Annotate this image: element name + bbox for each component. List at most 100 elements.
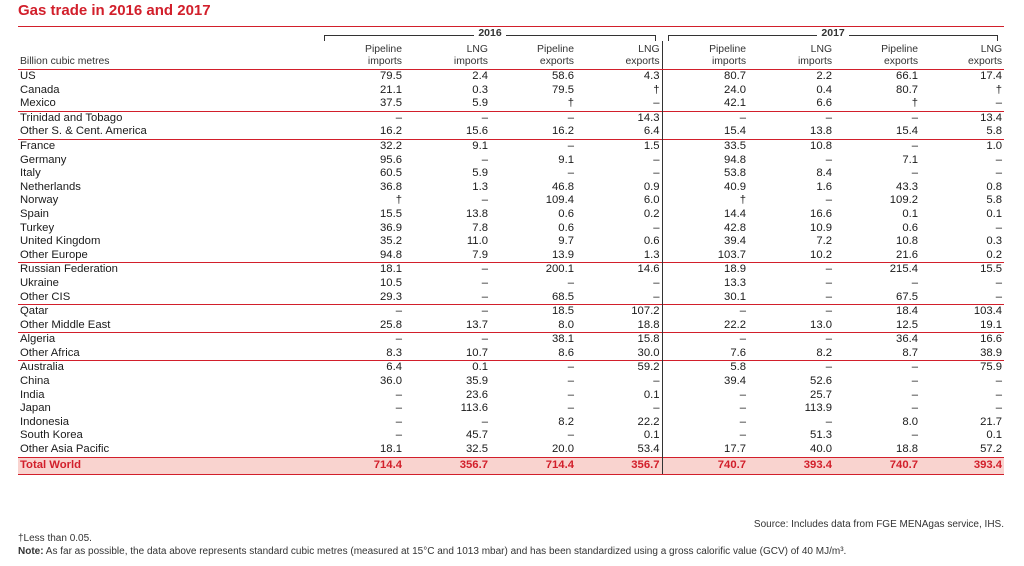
table-cell: 24.0 [724,83,747,96]
table-cell: 10.8 [748,138,835,154]
year-header-2016: 2016 [318,27,662,41]
table-cell: – [748,332,835,347]
table-cell: 16.2 [552,125,574,138]
table-cell: 8.0 [558,318,574,331]
table-cell: 6.6 [816,97,833,110]
table-cell: – [481,290,488,303]
table-cell: 15.8 [576,332,663,347]
row-label: Other CIS [20,290,71,303]
table-cell: – [318,304,404,319]
table-cell: 12.5 [896,318,919,331]
column-header-line2: exports [883,55,919,67]
table-cell: 1.3 [472,180,488,193]
row-label: Qatar [18,304,318,319]
table-cell: 42.1 [724,97,747,110]
table-cell: – [490,360,576,376]
table-cell: 80.7 [896,83,919,96]
table-cell: 0.6 [902,221,919,234]
table-cell: † [739,194,747,207]
table-cell: † [567,97,574,110]
table-cell: – [995,276,1003,289]
column-header-line1: LNG [466,44,488,55]
table-row: Turkey 36.9 7.8 0.6–42.8 10.9 0.6– [18,221,1004,236]
table-cell: – [995,388,1003,401]
table-cell: 51.3 [810,429,833,442]
note: Note: As far as possible, the data above… [18,546,846,557]
table-cell: – [395,429,402,442]
table-cell: – [748,304,835,319]
table-row: Other S. & Cent. America 16.2 15.6 16.2 6.4 1… [18,125,1004,140]
table-cell: – [834,110,921,126]
table-cell: 215.4 [834,262,921,277]
table-cell: – [576,167,663,181]
table-cell: – [567,388,574,401]
table-row: China 36.0 35.9– –39.4 52.6– – [18,375,1004,389]
table-cell: – [395,388,402,401]
table-cell: 52.6 [810,375,833,388]
table-cell: 1.5 [576,138,663,154]
row-label: Japan [20,402,51,415]
table-cell: – [576,97,663,112]
table-cell: – [825,415,833,428]
row-label: Norway [20,194,59,207]
table-cell: – [404,110,490,126]
table-cell: 10.2 [810,248,833,261]
table-cell: 15.5 [920,262,1005,277]
table-cell: 13.0 [810,318,833,331]
table-cell: 0.1 [576,429,663,444]
table-cell: 113.9 [804,402,833,415]
table-row: Other Asia Pacific 18.1 32.5 20.0 53.4 17.7 40… [18,443,1004,458]
table-cell: 0.9 [576,180,663,195]
row-label: Other S. & Cent. America [20,125,147,138]
table-cell: 16.6 [920,332,1005,347]
table-cell: 17.7 [724,443,747,456]
table-cell: – [911,388,919,401]
table-cell: 13.3 [724,276,747,289]
table-cell: – [395,415,402,428]
table-cell: 109.4 [545,194,574,207]
column-header-line2: exports [539,55,574,67]
table-row: Mexico 37.5 5.9 † –42.1 6.6 † – [18,97,1004,112]
table-cell: 103.4 [920,304,1005,319]
table-row: Ukraine 10.5– – –13.3– – – [18,276,1004,291]
table-cell: – [739,388,747,401]
row-label: Other Africa [20,346,80,359]
table-cell: 8.2 [558,415,574,428]
table-cell: – [825,153,833,166]
column-header-line1: LNG [638,44,660,55]
row-label: Other Middle East [20,318,111,331]
total-row: Total World 714.4 356.7 714.4 356.7 740.7 393.… [18,456,1005,475]
table-row: United Kingdom 35.2 11.0 9.7 0.6 39.4 7.2 10.8 0… [18,235,1004,249]
table-cell: 0.4 [816,83,833,96]
row-label: Italy [20,167,41,180]
column-header: LNG exports [920,41,1005,70]
table-cell: – [662,332,749,347]
table-cell: – [662,110,749,126]
column-header-line2: exports [968,55,1003,67]
table-cell: 19.1 [980,318,1003,331]
column-header: Pipeline exports [834,41,921,70]
table-cell: 9.7 [558,235,574,248]
column-header-row: Billion cubic metres Pipeline imports LNG i… [18,41,1005,70]
table-cell: 13.8 [810,125,833,138]
table-cell: 58.6 [490,68,576,84]
total-cell: 740.7 [662,456,749,475]
table-row: Russian Federation 18.1–200.1 14.6 18.9–215… [18,262,1005,277]
table-cell: – [481,276,488,289]
table-cell: – [995,290,1003,303]
table-cell: 68.5 [552,290,574,303]
table-cell: 66.1 [834,68,921,84]
table-cell: 18.4 [834,304,921,319]
table-cell: 1.3 [576,248,663,263]
table-cell: 10.8 [896,235,919,248]
table-cell: 0.1 [986,207,1003,220]
table-cell: 60.5 [380,167,402,180]
table-cell: 7.1 [902,153,919,166]
table-cell: 0.1 [576,388,663,403]
table-cell: 5.8 [986,194,1003,207]
table-cell: – [318,332,404,347]
table-cell: 0.2 [576,207,663,222]
table-cell: – [481,415,488,428]
table-cell: 25.8 [380,318,402,331]
table-row: Italy 60.5 5.9– –53.8 8.4– – [18,167,1004,181]
